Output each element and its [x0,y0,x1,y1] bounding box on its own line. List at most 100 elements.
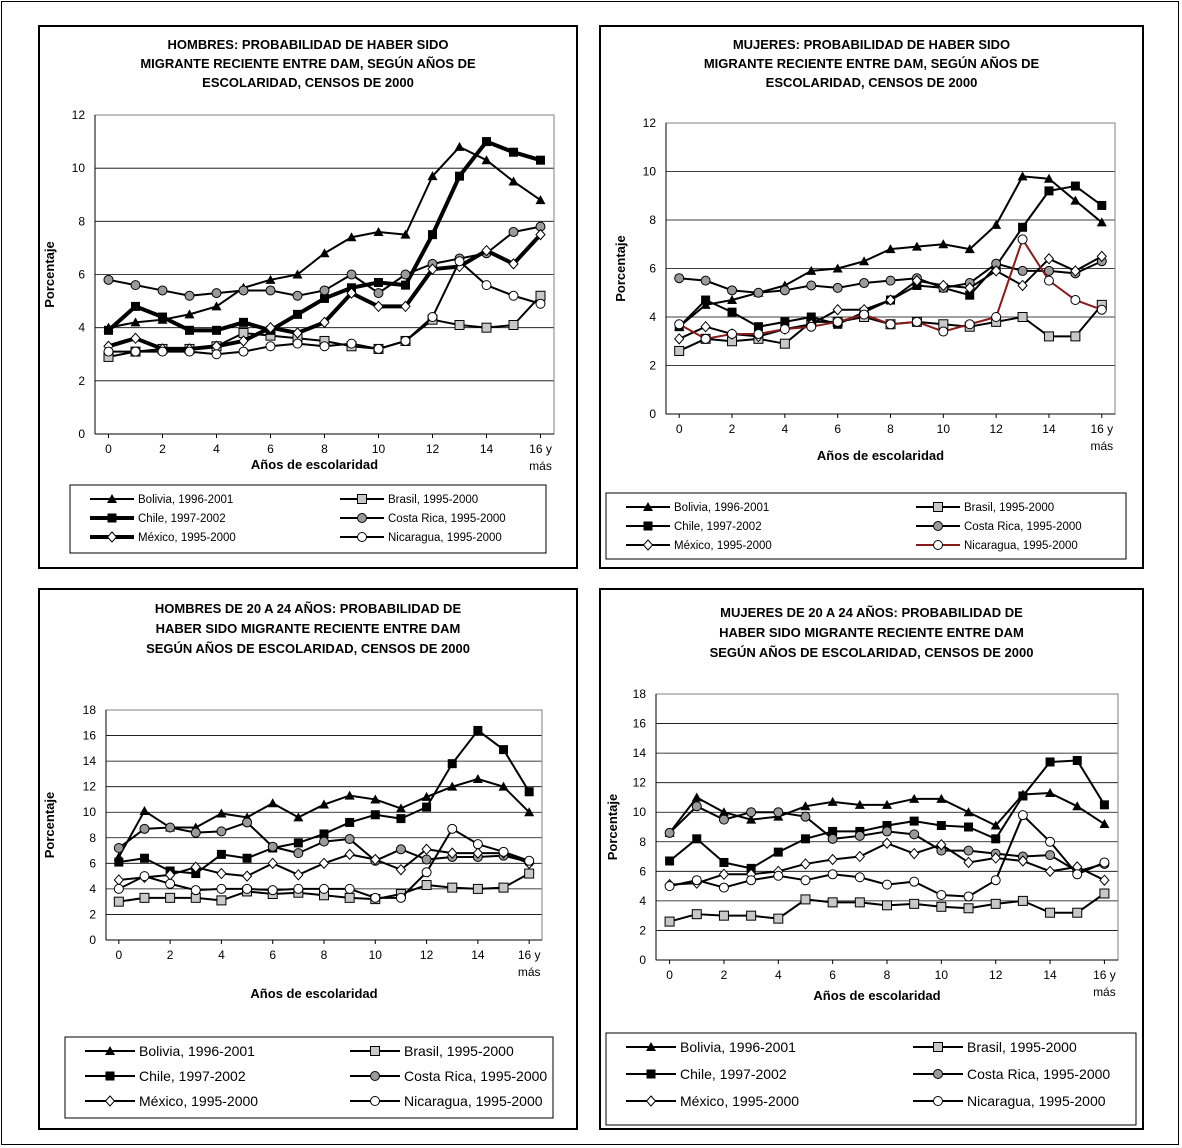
data-point [832,263,843,273]
x-tick-label-extra: más [1093,985,1116,999]
data-point [1072,869,1083,880]
legend-marker [105,1071,115,1081]
data-point [1099,819,1110,829]
y-tick-label: 10 [83,805,97,819]
x-tick-label: 10 [937,422,951,436]
data-point [700,333,711,344]
data-point [1072,756,1082,765]
data-point [664,827,675,838]
data-point [113,896,124,907]
legend-marker [357,513,367,523]
data-point [773,913,784,924]
legend-marker [357,494,367,504]
legend-label: Brasil, 1995-2000 [388,494,478,506]
data-point [139,805,150,815]
data-point [827,833,838,844]
data-point [746,814,757,824]
data-point [535,228,546,241]
data-point [319,285,330,296]
data-point [346,232,357,242]
data-point [508,176,519,186]
data-point [963,856,974,869]
data-point [963,807,974,817]
data-point [421,880,432,891]
data-point [806,321,817,332]
legend-label: Bolivia, 1996-2001 [138,494,233,506]
x-tick-label: 0 [676,422,683,436]
data-point [854,897,865,908]
y-tick-label: 0 [89,933,96,947]
legend-label: Brasil, 1995-2000 [964,502,1054,514]
data-point [1045,907,1056,918]
x-tick-label: 16 y [518,948,541,962]
legend-marker [104,1095,116,1107]
data-point [800,858,811,870]
x-tick-label: 14 [1043,968,1057,982]
x-tick-label: 6 [834,422,841,436]
chart-panel-hombres: HOMBRES: PROBABILIDAD DE HABER SIDO MIGRA… [38,25,578,569]
data-point [691,909,702,920]
y-axis-label: Porcentaje [613,235,628,301]
data-point [936,838,947,851]
legend-box [69,484,547,554]
data-point [991,834,1001,844]
data-point [400,269,411,280]
data-point [746,910,757,921]
data-point [859,309,870,320]
data-point [991,219,1002,229]
data-point [1096,250,1107,263]
data-point [370,810,380,820]
data-point [320,293,329,303]
data-point [882,879,892,890]
chart-mujeres: MUJERES: PROBABILIDAD DE HABER SIDO MIGRA… [605,37,1127,560]
data-point [130,346,141,357]
data-point [1044,186,1054,196]
data-point [242,853,252,863]
y-tick-label: 4 [78,321,85,335]
chart-hombres-20-24: HOMBRES DE 20 A 24 AÑOS: PROBABILIDAD DE… [42,601,554,1119]
data-point [190,861,201,873]
data-point [238,335,249,347]
data-point [1099,888,1110,899]
data-point [454,256,465,267]
data-point [472,839,483,850]
x-axis-label: Años de escolaridad [250,986,377,1001]
data-point [938,239,949,249]
data-point [963,845,974,856]
data-point [536,155,545,165]
data-point [965,290,975,300]
x-tick-label-extra: más [529,459,552,473]
data-point [211,349,222,360]
data-point [216,867,227,880]
data-point [800,875,811,886]
data-point [1045,788,1056,798]
y-tick-label: 12 [633,776,647,790]
data-point [991,312,1002,322]
y-tick-label: 10 [643,165,657,179]
data-point [691,792,702,802]
data-point [1072,801,1083,811]
data-point [113,874,124,886]
data-point [885,294,896,306]
data-point [665,856,675,866]
data-point [242,817,253,828]
y-axis-label: Porcentaje [42,792,57,858]
legend-label: Chile, 1997-2002 [680,1066,787,1082]
data-point [827,897,838,908]
data-point [395,803,406,813]
data-point [265,321,276,334]
legend-label: Brasil, 1995-2000 [967,1039,1077,1055]
y-tick-label: 18 [633,687,647,701]
data-point [885,275,896,286]
chart-hombres: HOMBRES: PROBABILIDAD DE HABER SIDO MIGRA… [42,37,555,554]
data-point [241,870,253,882]
legend-label: Costa Rica, 1995-2000 [964,521,1082,533]
data-point [727,307,737,317]
data-point [700,275,711,286]
data-point [1043,253,1055,265]
x-axis-label: Años de escolaridad [817,448,944,463]
data-point [882,826,892,837]
legend-label: México, 1995-2000 [139,1093,258,1109]
data-point [806,280,817,291]
data-point [454,141,465,151]
